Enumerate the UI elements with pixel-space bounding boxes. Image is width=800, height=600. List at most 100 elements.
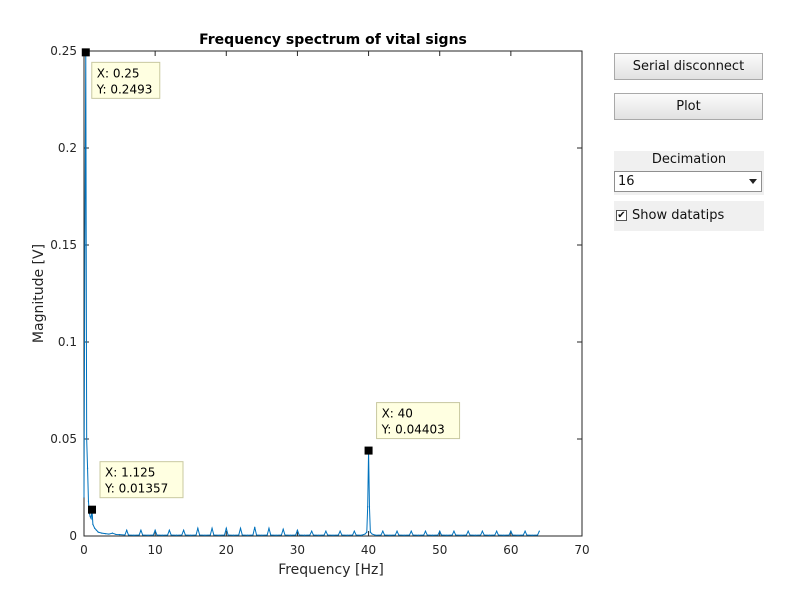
spectrum-point bbox=[332, 534, 334, 536]
spectrum-point bbox=[469, 534, 471, 536]
show-datatips-label: Show datatips bbox=[632, 208, 725, 223]
y-axis-label: Magnitude [V] bbox=[31, 244, 47, 343]
spectrum-chart: 0 10 20 30 40 50 60 70 0 0.05 0.1 0.15 0.2 0.25 Freque… bbox=[31, 32, 590, 578]
spectrum-point bbox=[87, 500, 90, 502]
spectrum-point bbox=[369, 531, 371, 533]
x-axis-label: Frequency [Hz] bbox=[278, 562, 384, 578]
chart-title: Frequency spectrum of vital signs bbox=[199, 32, 467, 48]
datatip-marker bbox=[364, 446, 373, 455]
decimation-select[interactable]: 16 bbox=[614, 171, 762, 192]
spectrum-plot: 0 10 20 30 40 50 60 70 0 0.05 0.1 0.15 0.2 0.25 Freque… bbox=[31, 32, 590, 578]
spectrum-point bbox=[261, 534, 263, 536]
spectrum-point bbox=[446, 534, 448, 536]
spectrum-point bbox=[284, 534, 286, 536]
x-tick-label: 70 bbox=[574, 543, 589, 557]
serial-disconnect-button[interactable]: Serial disconnect bbox=[614, 53, 763, 80]
spectrum-point bbox=[465, 534, 467, 536]
spectrum-point bbox=[389, 534, 391, 536]
y-tick-label: 0.2 bbox=[58, 141, 77, 155]
show-datatips-panel: ✔ Show datatips bbox=[614, 201, 764, 231]
plot-button[interactable]: Plot bbox=[614, 93, 763, 120]
spectrum-point bbox=[183, 529, 185, 531]
x-tick-label: 50 bbox=[432, 543, 447, 557]
datatip-x-text: X: 40 bbox=[382, 407, 413, 421]
datatip-x-text: X: 1.125 bbox=[105, 466, 155, 480]
spectrum-point bbox=[156, 534, 158, 536]
spectrum-point bbox=[280, 534, 283, 536]
spectrum-point bbox=[97, 531, 99, 533]
spectrum-point bbox=[126, 529, 128, 531]
spectrum-point bbox=[95, 529, 98, 531]
spectrum-point bbox=[225, 527, 227, 529]
spectrum-point bbox=[522, 534, 524, 536]
spectrum-point bbox=[474, 534, 476, 536]
spectrum-point bbox=[538, 530, 540, 532]
show-datatips-checkbox[interactable]: ✔ bbox=[616, 210, 627, 221]
spectrum-line bbox=[83, 52, 540, 536]
spectrum-point bbox=[115, 533, 117, 536]
spectrum-point bbox=[239, 527, 242, 529]
spectrum-point bbox=[396, 530, 398, 532]
spectrum-point bbox=[138, 534, 140, 536]
datatip-y-text: Y: 0.04403 bbox=[381, 423, 445, 437]
spectrum-point bbox=[360, 534, 363, 536]
y-tick-label: 0 bbox=[69, 529, 77, 543]
y-tick-label: 0.1 bbox=[58, 335, 77, 349]
spectrum-point bbox=[403, 534, 405, 536]
spectrum-point bbox=[488, 534, 491, 536]
spectrum-point bbox=[341, 534, 343, 536]
y-tick-label: 0.25 bbox=[50, 44, 77, 58]
spectrum-point bbox=[325, 530, 327, 532]
decimation-panel: Decimation 16 bbox=[614, 151, 764, 195]
spectrum-point bbox=[512, 534, 514, 536]
spectrum-point bbox=[282, 528, 284, 530]
spectrum-point bbox=[223, 534, 226, 536]
spectrum-point bbox=[108, 533, 110, 535]
spectrum-point bbox=[467, 530, 469, 532]
datatip-box bbox=[99, 461, 184, 499]
spectrum-point bbox=[437, 534, 439, 536]
spectrum-point bbox=[241, 534, 243, 536]
y-tick-label: 0.05 bbox=[50, 432, 77, 446]
spectrum-point bbox=[353, 530, 355, 532]
spectrum-point bbox=[327, 534, 329, 536]
spectrum-point bbox=[460, 534, 462, 536]
checkmark-icon: ✔ bbox=[617, 210, 626, 221]
spectrum-point bbox=[483, 534, 485, 536]
spectrum-point bbox=[195, 534, 197, 536]
spectrum-point bbox=[175, 534, 178, 536]
spectrum-point bbox=[118, 534, 121, 536]
x-tick-label: 60 bbox=[503, 543, 518, 557]
decimation-label: Decimation bbox=[651, 152, 727, 167]
spectrum-point bbox=[494, 534, 496, 536]
spectrum-point bbox=[339, 530, 341, 532]
spectrum-point bbox=[364, 533, 366, 535]
spectrum-point bbox=[209, 534, 211, 536]
spectrum-point bbox=[213, 534, 215, 536]
spectrum-point bbox=[526, 534, 528, 536]
spectrum-point bbox=[83, 496, 85, 498]
axes-box bbox=[83, 50, 583, 537]
spectrum-point bbox=[181, 534, 183, 536]
y-tick-label: 0.15 bbox=[50, 238, 77, 252]
spectrum-point bbox=[371, 533, 373, 535]
datatip-y-text: Y: 0.2493 bbox=[96, 82, 153, 96]
spectrum-point bbox=[140, 529, 142, 531]
spectrum-point bbox=[184, 534, 186, 536]
spectrum-point bbox=[318, 534, 320, 536]
spectrum-point bbox=[266, 534, 268, 536]
spectrum-point bbox=[481, 530, 483, 532]
spectrum-point bbox=[197, 527, 199, 529]
spectrum-point bbox=[455, 534, 457, 536]
spectrum-point bbox=[510, 530, 512, 532]
spectrum-point bbox=[410, 530, 412, 532]
decimation-value: 16 bbox=[618, 174, 635, 189]
spectrum-point bbox=[255, 534, 258, 536]
spectrum-point bbox=[451, 534, 453, 536]
spectrum-point bbox=[133, 534, 135, 536]
datatip-box bbox=[91, 61, 161, 99]
spectrum-point bbox=[111, 532, 114, 534]
spectrum-point bbox=[480, 534, 482, 536]
spectrum-point bbox=[517, 534, 519, 536]
spectrum-point bbox=[375, 534, 377, 536]
